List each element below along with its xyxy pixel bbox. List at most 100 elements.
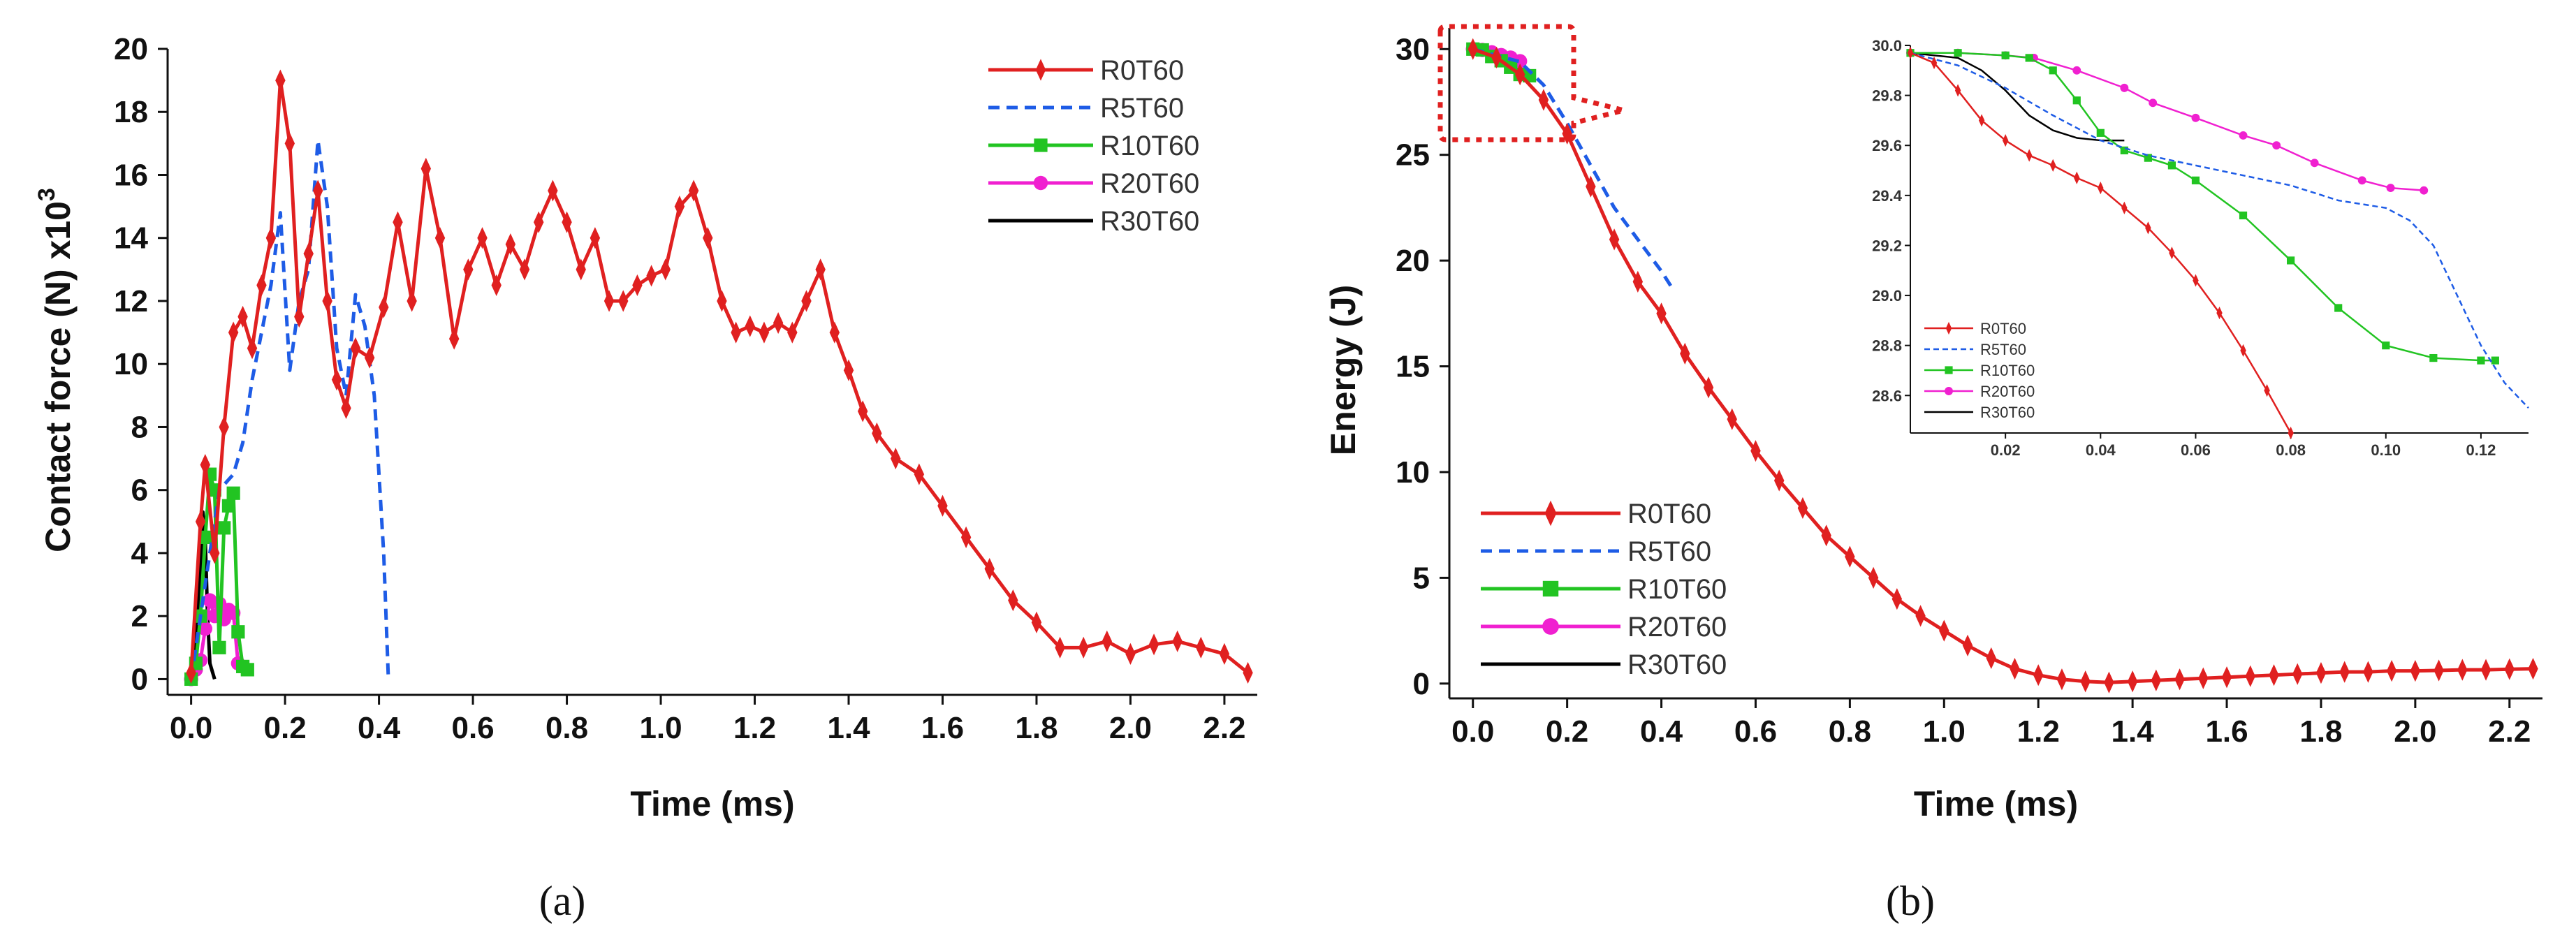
chart-a-data-point-r0t60: [448, 328, 460, 350]
chart-b-data-point-r0t60: [1915, 605, 1926, 627]
chart-b-data-point-r0t60: [2434, 659, 2444, 682]
inset-data-point-r0t60: [2264, 384, 2270, 397]
chart-a-data-point-r0t60: [1102, 630, 1113, 652]
panel-label-a: (a): [539, 878, 586, 924]
chart-a-data-point-r0t60: [603, 290, 615, 312]
chart-b-data-point-r0t60: [1821, 524, 1831, 547]
inset-data-point-r20t60: [2272, 141, 2281, 150]
chart-a-data-point-r10t60: [240, 663, 254, 677]
chart-a-data-point-r0t60: [534, 211, 544, 233]
chart-a-data-point-r0t60: [857, 400, 868, 423]
chart-a-y-tick-label: 16: [114, 158, 148, 192]
chart-a-x-tick-label: 2.0: [1109, 711, 1152, 745]
inset-chart: 0.02 0.04 0.06 0.08 0.10 0.12 28.6 28.8 29.0 29.2…: [1872, 37, 2529, 459]
chart-a-data-point-r0t60: [341, 397, 351, 419]
chart-a-legend-label-r20t60: R20T60: [1100, 168, 1199, 199]
inset-data-point-r10t60: [2191, 176, 2200, 184]
chart-b-data-point-r0t60: [1891, 588, 1903, 610]
zoom-callout-box: [1437, 24, 1625, 142]
chart-a-data-point-r10t60: [217, 521, 231, 535]
chart-a-data-point-r0t60: [891, 447, 901, 470]
chart-a-data-point-r0t60: [303, 242, 314, 265]
inset-y-tick-label: 29.6: [1872, 137, 1902, 154]
chart-a-y-tick-label: 12: [114, 284, 148, 318]
chart-a-data-point-r0t60: [195, 511, 206, 533]
chart-a-data-point-r0t60: [1243, 661, 1253, 684]
inset-y-tick-label: 30.0: [1872, 37, 1902, 54]
chart-a-data-point-r0t60: [350, 337, 361, 360]
chart-a-data-point-r0t60: [646, 265, 657, 287]
chart-a-data-point-r0t60: [801, 290, 812, 312]
inset-data-point-r0t60: [1907, 46, 1914, 59]
chart-b-data-point-r0t60: [2292, 663, 2303, 685]
chart-b-data-point-r0t60: [1939, 619, 1949, 642]
inset-data-point-r10t60: [2096, 128, 2105, 137]
inset-data-point-r0t60: [2240, 344, 2246, 357]
chart-b-x-tick-label: 1.4: [2112, 714, 2155, 749]
chart-b-legend-label-r0t60: R0T60: [1627, 499, 1711, 529]
inset-data-point-r0t60: [1954, 84, 1961, 97]
chart-a-y-tick-label: 0: [131, 662, 148, 696]
inset-data-point-r0t60: [2121, 201, 2128, 214]
chart-a-data-point-r0t60: [331, 369, 342, 391]
inset-data-point-r10t60: [2072, 96, 2081, 105]
inset-x-tick-label: 0.02: [1991, 441, 2021, 459]
panel-label-b: (b): [1886, 878, 1935, 924]
chart-a-data-point-r0t60: [407, 290, 417, 312]
chart-a-data-point-r0t60: [210, 542, 220, 564]
chart-b-data-point-r0t60: [1562, 122, 1572, 145]
inset-data-point-r10t60: [2334, 304, 2343, 312]
chart-a-data-point-r0t60: [463, 258, 474, 281]
chart-a-data-point-r0t60: [294, 305, 305, 328]
chart-a-y-tick-label: 14: [114, 221, 148, 256]
chart-b-x-tick-label: 0.0: [1451, 714, 1494, 749]
chart-a-x-tick-label: 0.6: [451, 711, 494, 745]
inset-x-tick-label: 0.12: [2466, 441, 2496, 459]
chart-b-data-point-r0t60: [2269, 664, 2279, 686]
inset-x-tick-label: 0.10: [2371, 441, 2401, 459]
inset-series-line-r30t60: [1910, 52, 2125, 142]
inset-data-point-r10t60: [2025, 54, 2033, 62]
inset-legend-marker-r20t60: [1945, 387, 1953, 395]
chart-b-data-point-r0t60: [1538, 89, 1549, 111]
chart-a-data-point-r0t60: [618, 290, 629, 312]
inset-y-tick-label: 29.2: [1872, 237, 1902, 254]
inset-background: [1910, 45, 2529, 433]
chart-a-data-point-r10t60: [198, 530, 212, 544]
chart-b-data-point-r0t60: [2504, 658, 2515, 680]
chart-b-data-point-r0t60: [1703, 376, 1714, 399]
chart-b-x-tick-label: 2.0: [2394, 714, 2436, 749]
chart-a-data-point-r0t60: [872, 422, 882, 445]
chart-panel-b: 0.0 0.2 0.4 0.6 0.8 1.0 1.2 1.4 1.6 1.8 2.0 2.2 0 5 10…: [1324, 24, 2542, 823]
inset-data-point-r0t60: [2288, 426, 2294, 440]
chart-a-data-point-r0t60: [379, 296, 389, 318]
chart-a-x-tick-label: 1.6: [921, 711, 964, 745]
chart-b-data-point-r0t60: [1609, 228, 1620, 251]
chart-a-data-point-r0t60: [312, 179, 323, 202]
chart-a-data-point-r0t60: [745, 315, 755, 337]
chart-a-legend-label-r10t60: R10T60: [1100, 131, 1199, 161]
chart-a-data-point-r0t60: [688, 179, 699, 202]
chart-b-data-point-r0t60: [1727, 408, 1737, 430]
chart-a-data-point-r0t60: [1148, 633, 1159, 656]
chart-b-x-tick-label: 1.0: [1923, 714, 1966, 749]
chart-a-x-tick-label: 1.2: [733, 711, 776, 745]
chart-a-data-point-r0t60: [960, 526, 972, 548]
inset-data-point-r10t60: [2239, 211, 2248, 220]
chart-b-y-tick-label: 5: [1413, 561, 1430, 595]
chart-a-legend-marker-r10t60: [1034, 138, 1048, 152]
chart-a-data-point-r10t60: [212, 640, 226, 654]
chart-a-x-tick-label: 0.4: [358, 711, 401, 745]
chart-a-data-point-r0t60: [477, 227, 488, 249]
chart-b-x-tick-label: 2.2: [2488, 714, 2531, 749]
chart-a-y-tick-label: 20: [114, 32, 148, 66]
chart-b-data-point-r0t60: [2151, 669, 2162, 691]
inset-legend-label-r0t60: R0T60: [1980, 320, 2026, 337]
chart-a-x-tick-label: 1.8: [1015, 711, 1058, 745]
chart-a-data-point-r0t60: [576, 258, 586, 281]
chart-b-series-line-r0t60: [1472, 47, 2533, 684]
chart-b-y-tick-label: 20: [1396, 244, 1430, 278]
chart-a-legend-label-r30t60: R30T60: [1100, 206, 1199, 237]
chart-b-x-tick-label: 0.2: [1546, 714, 1588, 749]
chart-a-data-point-r0t60: [247, 337, 258, 360]
